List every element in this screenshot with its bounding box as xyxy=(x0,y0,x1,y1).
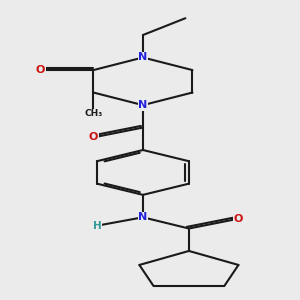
Text: O: O xyxy=(234,214,243,224)
Text: O: O xyxy=(89,132,98,142)
Text: CH₃: CH₃ xyxy=(84,109,103,118)
Text: N: N xyxy=(138,212,148,222)
Text: O: O xyxy=(36,65,45,75)
Text: N: N xyxy=(138,100,148,110)
Text: N: N xyxy=(138,52,148,62)
Text: H: H xyxy=(92,221,101,231)
